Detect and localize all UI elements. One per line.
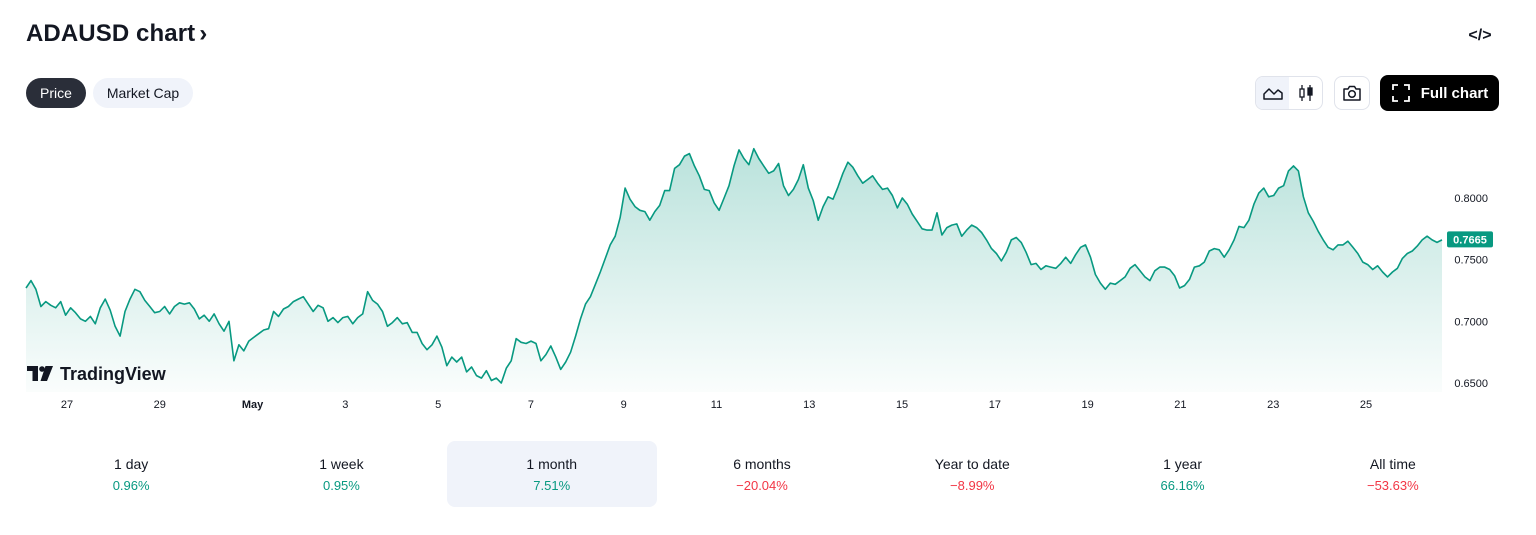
period-all-time[interactable]: All time −53.63% — [1288, 441, 1498, 507]
period-1-year[interactable]: 1 year 66.16% — [1077, 441, 1287, 507]
full-chart-button[interactable]: Full chart — [1380, 75, 1499, 111]
snapshot-button[interactable] — [1334, 76, 1370, 110]
chart-type-toggle — [1255, 76, 1323, 110]
y-axis: 0.8000 0.7500 0.7000 0.6500 — [1454, 193, 1488, 390]
x-tick-label: 15 — [896, 399, 908, 411]
period-change-value: −20.04% — [736, 477, 788, 493]
y-tick-label: 0.6500 — [1454, 378, 1488, 390]
period-1-month[interactable]: 1 month 7.51% — [446, 441, 657, 507]
tradingview-watermark: TradingView — [27, 364, 167, 384]
period-label: 1 year — [1163, 455, 1202, 472]
period-label: 1 month — [526, 455, 577, 472]
price-chart[interactable]: 0.8000 0.7500 0.7000 0.6500 27 29 May 3 5 7 9 11 13… — [0, 0, 1536, 420]
x-tick-label: 7 — [528, 399, 534, 411]
period-label: 1 day — [114, 455, 149, 472]
period-change-value: 0.96% — [112, 477, 150, 493]
period-label: 6 months — [733, 455, 791, 472]
x-tick-label: 3 — [342, 399, 348, 411]
period-change-value: 0.95% — [322, 477, 360, 493]
x-tick-label: 13 — [803, 399, 815, 411]
period-year-to-date[interactable]: Year to date −8.99% — [867, 441, 1077, 507]
x-tick-label: 17 — [989, 399, 1001, 411]
fullscreen-icon — [1391, 84, 1410, 102]
price-line — [25, 147, 1443, 384]
tab-price[interactable]: Price — [26, 78, 86, 108]
period-6-months[interactable]: 6 months −20.04% — [657, 441, 867, 507]
page-title[interactable]: ADAUSD chart › — [26, 20, 207, 48]
x-tick-label: 5 — [435, 399, 441, 411]
last-price-badge: 0.7665 — [1447, 231, 1493, 248]
period-label: All time — [1369, 455, 1416, 472]
full-chart-label: Full chart — [1420, 84, 1489, 102]
camera-icon — [1343, 85, 1361, 101]
title-text: ADAUSD chart — [26, 20, 196, 47]
x-tick-label: 25 — [1360, 399, 1372, 411]
period-change-value: 7.51% — [533, 477, 571, 493]
x-tick-label: 21 — [1174, 399, 1186, 411]
y-tick-label: 0.8000 — [1454, 193, 1488, 205]
x-tick-label: 23 — [1267, 399, 1279, 411]
period-performance-row: 1 day 0.96% 1 week 0.95% 1 month 7.51% 6 month… — [26, 441, 1498, 507]
period-label: 1 week — [319, 455, 364, 472]
x-tick-label: 29 — [154, 399, 166, 411]
last-price-label: 0.7665 — [1453, 234, 1487, 246]
code-icon: </> — [1468, 27, 1492, 44]
period-change-value: 66.16% — [1160, 477, 1205, 493]
x-tick-label: 27 — [61, 399, 73, 411]
chevron-right-icon: › — [199, 20, 208, 47]
x-tick-label: 11 — [711, 399, 722, 411]
x-tick-label: 19 — [1082, 399, 1094, 411]
period-1-day[interactable]: 1 day 0.96% — [26, 441, 236, 507]
candles-icon — [1298, 85, 1313, 101]
x-axis: 27 29 May 3 5 7 9 11 13 15 17 19 21 23 25 — [61, 399, 1372, 411]
tradingview-logo-text: TradingView — [60, 364, 167, 384]
period-change-value: −53.63% — [1366, 477, 1419, 493]
tab-market-cap[interactable]: Market Cap — [93, 78, 193, 108]
y-tick-label: 0.7000 — [1454, 316, 1488, 328]
x-tick-label: May — [242, 399, 264, 411]
tradingview-logo-icon — [27, 366, 53, 381]
period-1-week[interactable]: 1 week 0.95% — [236, 441, 446, 507]
embed-code-button[interactable]: </> — [1466, 24, 1494, 48]
period-change-value: −8.99% — [950, 477, 995, 493]
period-label: Year to date — [934, 455, 1010, 472]
x-tick-label: 9 — [621, 399, 627, 411]
area-chart-icon — [1262, 88, 1283, 100]
area-chart-button[interactable] — [1256, 77, 1289, 109]
price-area-fill — [26, 148, 1442, 392]
y-tick-label: 0.7500 — [1454, 255, 1488, 267]
candles-chart-button[interactable] — [1289, 77, 1322, 109]
